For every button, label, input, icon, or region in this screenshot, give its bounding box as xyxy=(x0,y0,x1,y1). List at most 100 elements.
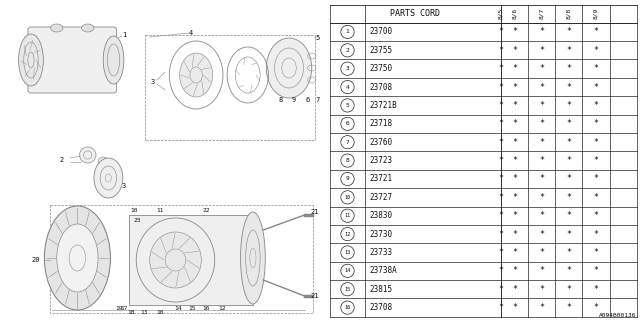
Text: *: * xyxy=(499,46,504,55)
Text: *: * xyxy=(512,266,517,275)
Text: *: * xyxy=(499,303,504,312)
Text: *: * xyxy=(593,193,598,202)
Text: *: * xyxy=(499,174,504,183)
Text: *: * xyxy=(566,46,572,55)
Text: 19: 19 xyxy=(115,306,122,310)
Text: *: * xyxy=(512,101,517,110)
Text: *: * xyxy=(593,211,598,220)
Text: *: * xyxy=(593,174,598,183)
Text: 16: 16 xyxy=(203,306,210,310)
Text: *: * xyxy=(499,248,504,257)
Text: 23723: 23723 xyxy=(369,156,392,165)
Text: 20: 20 xyxy=(32,257,40,263)
Ellipse shape xyxy=(57,224,98,292)
Text: *: * xyxy=(593,28,598,36)
Text: 11: 11 xyxy=(156,207,164,212)
Text: *: * xyxy=(499,28,504,36)
Text: *: * xyxy=(566,193,572,202)
Text: 18: 18 xyxy=(127,309,135,315)
Text: 6: 6 xyxy=(346,121,349,126)
Text: 22: 22 xyxy=(203,207,210,212)
Text: *: * xyxy=(512,248,517,257)
Text: *: * xyxy=(512,138,517,147)
Ellipse shape xyxy=(150,232,202,288)
Text: 7: 7 xyxy=(316,97,320,103)
Text: 8/8: 8/8 xyxy=(566,8,572,20)
Text: 11: 11 xyxy=(344,213,351,218)
Text: *: * xyxy=(540,64,544,73)
FancyBboxPatch shape xyxy=(28,27,116,93)
Text: 8: 8 xyxy=(278,97,283,103)
Text: 23830: 23830 xyxy=(369,211,392,220)
Text: *: * xyxy=(566,28,572,36)
Text: 3: 3 xyxy=(150,79,155,85)
Text: 23750: 23750 xyxy=(369,64,392,73)
Ellipse shape xyxy=(103,36,124,84)
Text: *: * xyxy=(540,174,544,183)
Text: *: * xyxy=(593,64,598,73)
Text: *: * xyxy=(540,266,544,275)
Text: *: * xyxy=(566,248,572,257)
Text: 8: 8 xyxy=(346,158,349,163)
Text: *: * xyxy=(566,83,572,92)
Text: 1: 1 xyxy=(122,32,126,38)
Text: *: * xyxy=(499,285,504,294)
Text: 14: 14 xyxy=(174,306,181,310)
Text: *: * xyxy=(540,156,544,165)
Text: 23: 23 xyxy=(134,218,141,222)
Text: *: * xyxy=(593,101,598,110)
Text: *: * xyxy=(540,119,544,128)
Text: *: * xyxy=(593,229,598,239)
Text: *: * xyxy=(540,211,544,220)
Text: *: * xyxy=(512,285,517,294)
Text: *: * xyxy=(512,193,517,202)
Text: 12: 12 xyxy=(344,232,351,236)
Text: 5: 5 xyxy=(316,35,320,41)
Text: *: * xyxy=(499,64,504,73)
Text: 23727: 23727 xyxy=(369,193,392,202)
Text: 16: 16 xyxy=(344,305,351,310)
Text: *: * xyxy=(593,138,598,147)
Text: *: * xyxy=(512,46,517,55)
Text: 23721B: 23721B xyxy=(369,101,397,110)
Text: *: * xyxy=(566,64,572,73)
Text: *: * xyxy=(593,266,598,275)
Text: 23738A: 23738A xyxy=(369,266,397,275)
Text: *: * xyxy=(566,211,572,220)
Text: *: * xyxy=(566,303,572,312)
Text: *: * xyxy=(566,266,572,275)
Text: *: * xyxy=(499,156,504,165)
Text: *: * xyxy=(512,64,517,73)
Text: *: * xyxy=(512,119,517,128)
Text: *: * xyxy=(499,266,504,275)
Text: 7: 7 xyxy=(346,140,349,145)
Text: *: * xyxy=(566,101,572,110)
Text: 23760: 23760 xyxy=(369,138,392,147)
Text: *: * xyxy=(540,248,544,257)
Text: *: * xyxy=(566,285,572,294)
Text: *: * xyxy=(566,174,572,183)
Text: *: * xyxy=(566,156,572,165)
Text: 13: 13 xyxy=(344,250,351,255)
Text: 23721: 23721 xyxy=(369,174,392,183)
Ellipse shape xyxy=(180,53,212,97)
Text: 8/7: 8/7 xyxy=(540,8,544,20)
Text: *: * xyxy=(540,83,544,92)
Ellipse shape xyxy=(98,157,108,167)
Text: 13: 13 xyxy=(141,309,148,315)
Text: 3: 3 xyxy=(346,66,349,71)
Text: PARTS CORD: PARTS CORD xyxy=(390,9,440,18)
Text: 6: 6 xyxy=(305,97,310,103)
Bar xyxy=(129,215,253,305)
Text: *: * xyxy=(593,156,598,165)
Text: *: * xyxy=(540,303,544,312)
Text: 23718: 23718 xyxy=(369,119,392,128)
Bar xyxy=(49,205,313,313)
Text: *: * xyxy=(499,101,504,110)
Ellipse shape xyxy=(94,158,123,198)
Text: *: * xyxy=(512,174,517,183)
Text: *: * xyxy=(566,229,572,239)
Text: 23815: 23815 xyxy=(369,285,392,294)
Text: *: * xyxy=(540,229,544,239)
Text: *: * xyxy=(512,303,517,312)
